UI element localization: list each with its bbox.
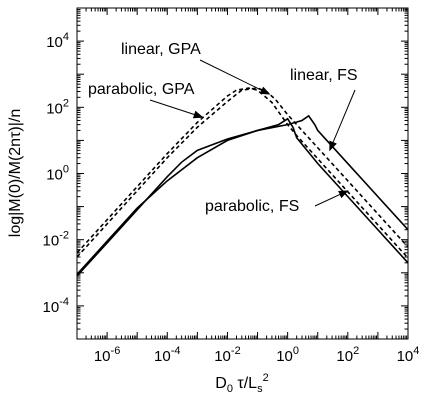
y-tick-label: 10-4 (43, 296, 69, 316)
series-parabolic-fs (77, 117, 408, 277)
x-tick-label: 100 (276, 345, 299, 365)
y-tick-label: 104 (46, 31, 69, 51)
series-layer (77, 87, 408, 277)
series-linear-gpa (77, 87, 408, 258)
annotation-arrow (329, 89, 356, 152)
y-tick-label: 100 (46, 164, 69, 184)
axis-ticks: 10-6 10-4 10-2 100 102 104 10-4 10-2 100 102 104 (43, 7, 420, 365)
y-axis-title: log|M(0)/M(2nτ)|/n (7, 109, 24, 237)
annotation-label: parabolic, FS (205, 198, 299, 215)
x-axis-title: D0 τ/Ls2 (215, 372, 268, 395)
x-tick-label: 10-4 (154, 345, 180, 365)
annotation-label: parabolic, GPA (88, 81, 195, 98)
x-tick-label: 102 (336, 345, 359, 365)
x-tick-label: 10-2 (214, 345, 240, 365)
annotation-arrow (314, 190, 349, 207)
annotation-label: linear, FS (290, 67, 358, 84)
annotation-arrow (149, 99, 204, 119)
y-tick-label: 10-2 (43, 230, 69, 250)
series-linear-fs (77, 114, 408, 275)
series-parabolic-gpa (77, 87, 408, 259)
annotation-arrow (199, 59, 271, 95)
y-tick-label: 102 (46, 97, 69, 117)
x-tick-label: 10-6 (94, 345, 120, 365)
annotation-layer: linear, GPA parabolic, GPA linear, FS parab… (88, 41, 358, 215)
annotation-label: linear, GPA (121, 41, 201, 58)
x-tick-label: 104 (397, 345, 420, 365)
